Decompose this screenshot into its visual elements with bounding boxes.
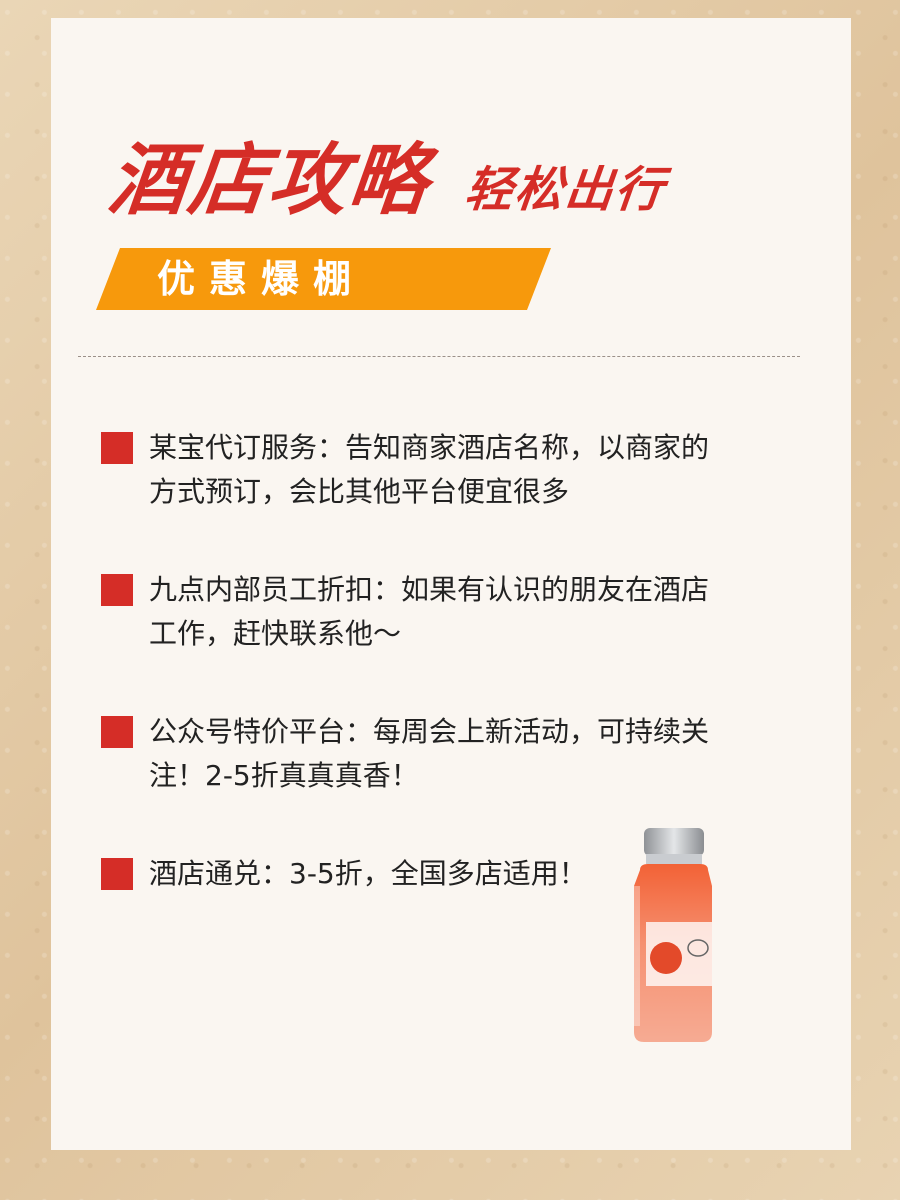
promo-banner: [96, 248, 551, 310]
tip-text: 九点内部员工折扣：如果有认识的朋友在酒店工作，赶快联系他～: [149, 573, 710, 650]
tip-text: 公众号特价平台：每周会上新活动，可持续关注！2-5折真真真香！: [149, 715, 710, 792]
page-title: 酒店攻略: [104, 136, 434, 226]
square-bullet-icon: [101, 858, 133, 890]
dashed-divider: [78, 356, 800, 357]
juice-bottle-icon: [634, 828, 712, 1042]
square-bullet-icon: [101, 716, 133, 748]
tip-item: 九点内部员工折扣：如果有认识的朋友在酒店工作，赶快联系他～: [101, 568, 721, 656]
tip-text: 某宝代订服务：告知商家酒店名称，以商家的方式预订，会比其他平台便宜很多: [149, 431, 710, 508]
content-card: 酒店攻略 轻松出行 优惠爆棚 某宝代订服务：告知商家酒店名称，以商家的方式预订，…: [51, 18, 851, 1150]
page-subtitle: 轻松出行: [462, 162, 668, 218]
tip-text: 酒店通兑：3-5折，全国多店适用！: [149, 857, 587, 890]
tip-item: 某宝代订服务：告知商家酒店名称，以商家的方式预订，会比其他平台便宜很多: [101, 426, 721, 514]
tip-item: 酒店通兑：3-5折，全国多店适用！: [101, 852, 721, 896]
promo-banner-label: 优惠爆棚: [157, 257, 366, 301]
square-bullet-icon: [101, 574, 133, 606]
title-row: 酒店攻略 轻松出行: [104, 110, 668, 226]
square-bullet-icon: [101, 432, 133, 464]
tip-item: 公众号特价平台：每周会上新活动，可持续关注！2-5折真真真香！: [101, 710, 721, 798]
